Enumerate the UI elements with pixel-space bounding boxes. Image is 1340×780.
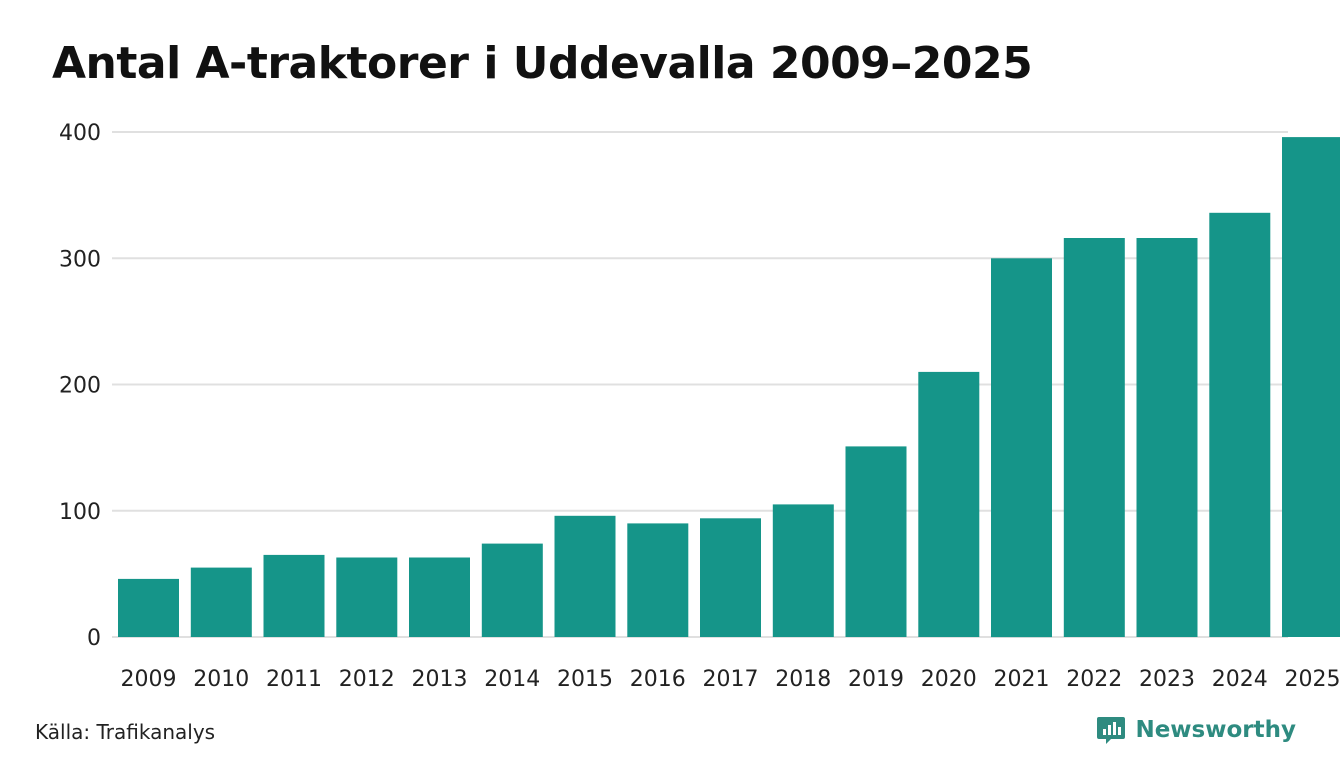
y-tick-label: 200 bbox=[59, 374, 101, 399]
y-tick-label: 300 bbox=[59, 247, 101, 272]
x-tick-label: 2015 bbox=[557, 667, 613, 692]
bar-2010 bbox=[190, 567, 252, 637]
x-tick-label: 2022 bbox=[1066, 667, 1122, 692]
y-tick-label: 100 bbox=[59, 500, 101, 525]
bar-2018 bbox=[772, 504, 834, 637]
bar-2012 bbox=[336, 557, 398, 637]
bar-2016 bbox=[627, 523, 689, 637]
x-tick-label: 2025 bbox=[1285, 667, 1340, 692]
bar-2009 bbox=[118, 578, 179, 637]
brand-logo: Newsworthy bbox=[1095, 714, 1296, 746]
bar-2023 bbox=[1136, 238, 1198, 637]
bar-2013 bbox=[409, 557, 470, 637]
x-tick-label: 2013 bbox=[412, 667, 468, 692]
y-tick-label: 400 bbox=[59, 121, 101, 146]
x-tick-label: 2023 bbox=[1139, 667, 1195, 692]
bar-2021 bbox=[991, 258, 1052, 638]
y-tick-label: 0 bbox=[87, 626, 101, 651]
bar-2020 bbox=[918, 371, 980, 637]
x-tick-label: 2010 bbox=[193, 667, 249, 692]
chart-title: Antal A-traktorer i Uddevalla 2009–2025 bbox=[52, 38, 1033, 89]
newsworthy-logo-icon bbox=[1097, 717, 1126, 744]
x-tick-label: 2016 bbox=[630, 667, 686, 692]
bar-2011 bbox=[263, 554, 325, 637]
source-note: Källa: Trafikanalys bbox=[35, 720, 216, 744]
x-tick-label: 2014 bbox=[484, 667, 540, 692]
y-axis-ticks: 0 100 200 300 400 bbox=[59, 121, 101, 651]
bar-2025 bbox=[1282, 137, 1340, 637]
x-tick-label: 2017 bbox=[703, 667, 759, 692]
x-tick-label: 2021 bbox=[994, 667, 1050, 692]
bar-2024 bbox=[1209, 212, 1271, 638]
x-tick-label: 2011 bbox=[266, 667, 322, 692]
x-tick-label: 2012 bbox=[339, 667, 395, 692]
x-tick-label: 2018 bbox=[775, 667, 831, 692]
x-tick-label: 2020 bbox=[921, 667, 977, 692]
x-axis-ticks: 2009 2010 2011 2012 2013 2014 2015 2016 2017 2018… bbox=[121, 667, 1340, 692]
brand-name: Newsworthy bbox=[1135, 717, 1296, 743]
bar-2015 bbox=[554, 515, 616, 637]
x-tick-label: 2019 bbox=[848, 667, 904, 692]
bar-2019 bbox=[845, 446, 907, 637]
bars bbox=[118, 137, 1340, 638]
bar-2014 bbox=[481, 543, 543, 637]
bar-2022 bbox=[1063, 238, 1125, 637]
x-tick-label: 2024 bbox=[1212, 667, 1268, 692]
x-tick-label: 2009 bbox=[121, 667, 177, 692]
bar-2017 bbox=[700, 518, 761, 637]
